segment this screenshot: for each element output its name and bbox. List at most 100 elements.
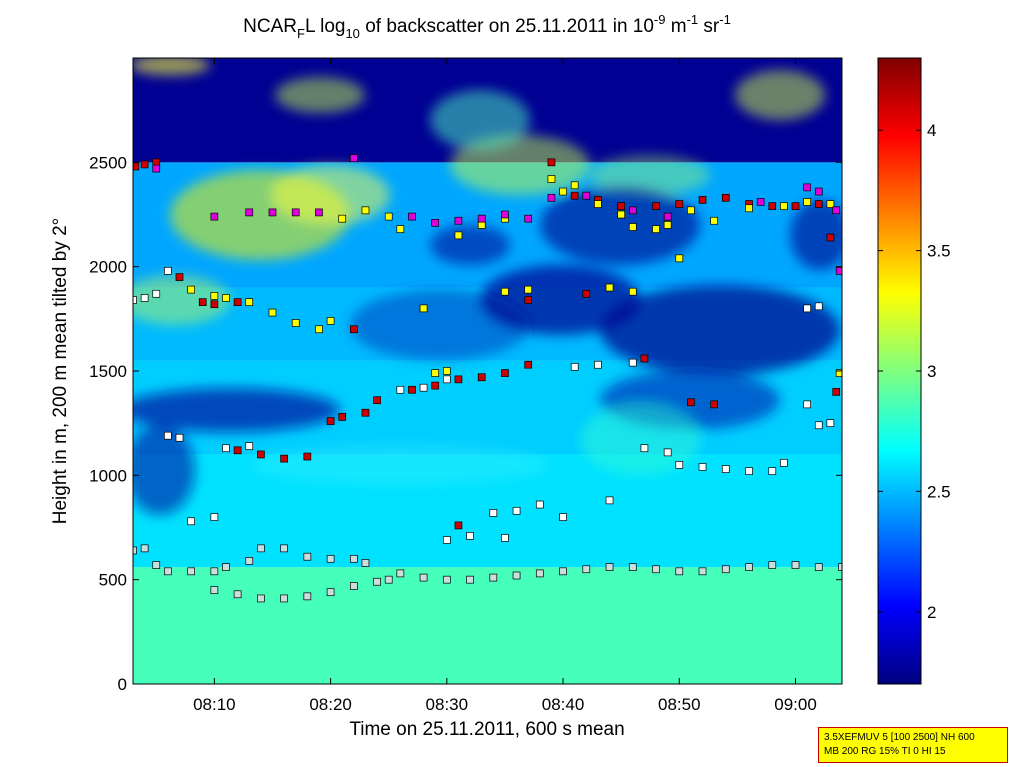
boundary-marker (768, 202, 777, 211)
x-tick-label: 08:40 (542, 695, 585, 714)
boundary-marker (164, 431, 172, 440)
y-axis: 0 500 1000 1500 2000 2500 (89, 153, 842, 694)
boundary-marker (477, 214, 486, 223)
x-axis-label: Time on 25.11.2011, 600 s mean (349, 719, 624, 740)
boundary-marker (489, 573, 498, 582)
boundary-marker (640, 444, 649, 453)
boundary-marker (210, 513, 219, 521)
boundary-marker (675, 567, 684, 576)
heatmap-band (133, 567, 842, 684)
boundary-marker (361, 408, 370, 417)
boundary-marker (570, 362, 579, 371)
boundary-marker (419, 383, 428, 392)
boundary-marker (594, 360, 602, 369)
boundary-marker (559, 567, 567, 576)
boundary-marker (164, 266, 172, 275)
boundary-marker (222, 563, 230, 571)
info-box: 3.5XEFMUV 5 [100 2500] NH 600 MB 200 RG … (818, 727, 1008, 763)
boundary-marker (268, 208, 277, 217)
boundary-marker (152, 164, 161, 173)
y-tick-label: 2000 (89, 258, 127, 277)
boundary-marker (675, 461, 684, 469)
boundary-marker (349, 582, 358, 590)
boundary-marker (315, 208, 323, 217)
boundary-marker (257, 450, 265, 459)
boundary-marker (133, 296, 137, 304)
boundary-marker (698, 196, 707, 204)
boundary-marker (832, 206, 841, 215)
boundary-marker (326, 417, 335, 425)
boundary-marker (803, 304, 811, 313)
boundary-marker (756, 198, 765, 206)
boundary-marker (547, 175, 556, 183)
boundary-marker (222, 444, 230, 453)
boundary-marker (832, 388, 841, 396)
boundary-marker (466, 575, 474, 584)
boundary-marker (303, 452, 312, 461)
boundary-marker (291, 319, 300, 327)
boundary-marker (628, 358, 637, 367)
boundary-marker (349, 154, 358, 163)
boundary-marker (675, 200, 684, 208)
boundary-marker (570, 191, 579, 200)
x-tick-label: 08:30 (426, 695, 469, 714)
title-exp3: -1 (719, 12, 731, 27)
info-line-2: MB 200 RG 15% TI 0 HI 15 (824, 746, 946, 757)
boundary-marker (280, 544, 288, 553)
boundary-marker (338, 214, 347, 223)
boundary-marker (780, 458, 788, 467)
boundary-marker (245, 442, 254, 450)
x-axis: 08:10 08:20 08:30 08:40 08:50 09:00 (193, 58, 817, 714)
title-exp2: -1 (687, 12, 699, 27)
boundary-marker (640, 354, 649, 363)
boundary-marker (768, 467, 777, 476)
chart-title: NCARFL log10 of backscatter on 25.11.201… (243, 12, 731, 41)
boundary-marker (419, 573, 428, 582)
boundary-marker (175, 433, 184, 442)
boundary-marker (547, 158, 556, 167)
boundary-marker (663, 448, 672, 457)
boundary-marker (791, 561, 800, 569)
boundary-marker (210, 300, 219, 309)
boundary-marker (835, 266, 842, 275)
boundary-marker (628, 287, 637, 296)
boundary-marker (489, 509, 498, 517)
boundary-marker (396, 225, 405, 233)
boundary-marker (582, 565, 591, 574)
boundary-marker (349, 554, 358, 563)
boundary-marker (210, 212, 219, 221)
boundary-marker (454, 375, 463, 384)
boundary-marker (698, 567, 707, 576)
boundary-marker (280, 454, 288, 463)
boundary-marker (721, 565, 730, 574)
boundary-marker (814, 421, 823, 430)
boundary-marker (303, 592, 312, 601)
boundary-marker (768, 561, 777, 569)
boundary-marker (384, 575, 393, 584)
boundary-marker (442, 536, 451, 544)
boundary-marker (535, 569, 544, 578)
boundary-marker (152, 561, 161, 569)
boundary-marker (687, 206, 695, 215)
boundary-marker (408, 212, 416, 221)
title-prefix-sub: F (297, 26, 305, 41)
boundary-marker (745, 467, 753, 476)
plot-area (133, 58, 842, 684)
x-tick-label: 08:20 (309, 695, 352, 714)
boundary-marker (373, 577, 381, 586)
boundary-marker (257, 544, 265, 553)
boundary-marker (384, 212, 393, 221)
boundary-marker (559, 513, 567, 521)
boundary-marker (431, 218, 440, 227)
boundary-marker (431, 381, 440, 390)
boundary-marker (140, 544, 149, 553)
boundary-marker (710, 216, 718, 225)
title-part5: sr (698, 16, 720, 37)
boundary-marker (454, 231, 463, 240)
boundary-marker (419, 304, 428, 313)
boundary-marker (652, 225, 660, 233)
boundary-marker (524, 360, 533, 369)
boundary-marker (652, 202, 660, 211)
boundary-marker (315, 325, 323, 334)
